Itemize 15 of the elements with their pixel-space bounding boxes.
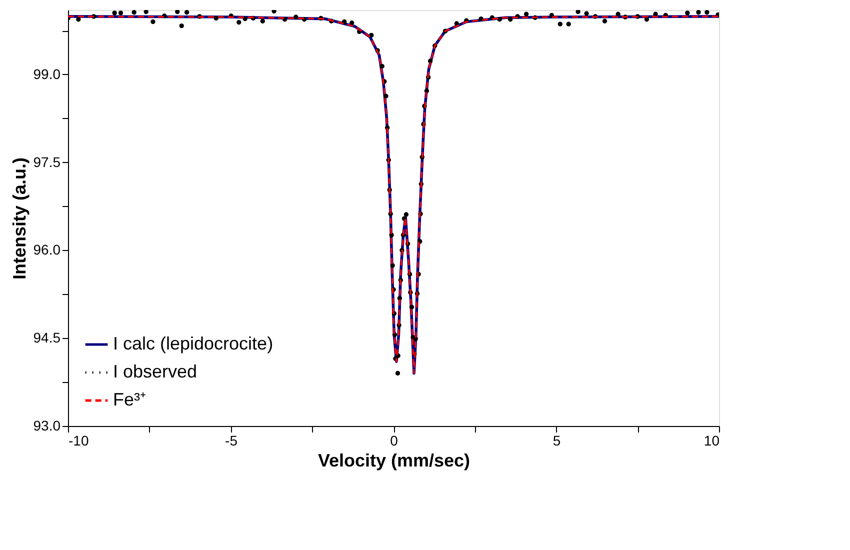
x-tick-label: 10 xyxy=(704,432,720,448)
x-tick-label: 5 xyxy=(552,432,561,448)
legend-label: Fe³⁺ xyxy=(113,390,146,410)
y-tick-label: 99.0 xyxy=(33,66,61,82)
legend-label: I observed xyxy=(113,362,198,382)
legend-label: I calc (lepidocrocite) xyxy=(113,334,274,354)
y-axis-title: Intensity (a.u.) xyxy=(9,157,30,280)
y-tick-label: 93.0 xyxy=(33,418,61,434)
y-tick-label: 96.0 xyxy=(33,242,61,258)
x-tick-label: -10 xyxy=(68,432,89,448)
x-tick-label: 0 xyxy=(390,432,398,448)
x-tick-label: -5 xyxy=(225,432,238,448)
y-tick-label: 97.5 xyxy=(33,154,61,170)
x-axis-title: Velocity (mm/sec) xyxy=(318,450,470,470)
y-tick-label: 94.5 xyxy=(33,330,61,346)
